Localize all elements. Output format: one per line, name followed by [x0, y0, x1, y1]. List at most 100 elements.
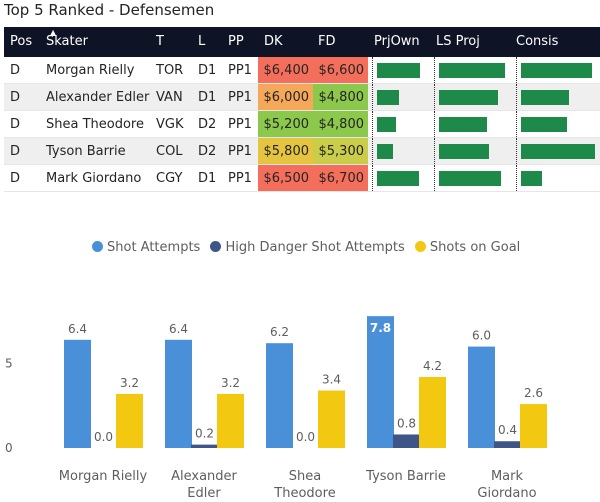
table-row[interactable]: D Alexander Edler VAN D1 PP1 $6,000 $4,800 [4, 84, 600, 111]
cell-line: D1 [198, 90, 217, 105]
header-team[interactable]: T [156, 34, 164, 49]
consis-bar [521, 144, 595, 159]
bar-0-0[interactable] [64, 339, 91, 448]
data-label: 6.4 [169, 322, 188, 336]
bar-1-4[interactable] [494, 441, 521, 448]
bar-1-1[interactable] [191, 444, 218, 448]
cell-lsproj [434, 138, 510, 164]
header-lsproj[interactable]: LS Proj [436, 34, 480, 49]
header-dk[interactable]: DK [264, 34, 283, 49]
cell-pos: D [10, 90, 21, 105]
cell-lsproj [434, 165, 510, 191]
header-skater[interactable]: Skater [46, 34, 88, 49]
lsproj-bar [439, 90, 498, 105]
legend-item-shots-on-goal[interactable]: Shots on Goal [414, 240, 521, 255]
x-tick-label: Giordano [477, 486, 536, 501]
cell-pp: PP1 [228, 144, 252, 159]
data-label: 0.8 [397, 416, 416, 430]
cell-team: CGY [156, 171, 183, 186]
x-tick-label: Edler [187, 486, 221, 501]
lsproj-bar [439, 171, 501, 186]
data-label: 4.2 [423, 359, 442, 373]
legend-dot-icon [92, 241, 103, 252]
cell-pp: PP1 [228, 117, 252, 132]
bar-0-1[interactable] [165, 339, 192, 448]
cell-pp: PP1 [228, 63, 252, 78]
table-row[interactable]: D Morgan Rielly TOR D1 PP1 $6,400 $6,600 [4, 57, 600, 84]
legend-item-high-danger[interactable]: High Danger Shot Attempts [210, 240, 405, 255]
cell-prjown [372, 84, 432, 110]
bar-2-0[interactable] [116, 393, 143, 448]
cell-consis [516, 165, 596, 191]
bar-2-1[interactable] [217, 393, 244, 448]
x-tick-label: Tyson Barrie [365, 469, 446, 484]
cell-fd-salary: $6,700 [313, 165, 368, 191]
cell-skater: Tyson Barrie [46, 144, 126, 159]
sort-ascending-icon: ▲ [50, 28, 57, 37]
legend-label: Shots on Goal [429, 240, 521, 255]
cell-consis [516, 138, 596, 164]
cell-team: COL [156, 144, 183, 159]
prjown-bar [377, 90, 399, 105]
legend-dot-icon [414, 241, 426, 252]
prjown-bar [377, 144, 393, 159]
cell-dk-salary: $6,500 [258, 165, 313, 191]
header-pos[interactable]: Pos [10, 34, 33, 49]
x-tick-label: Mark [491, 469, 524, 484]
table-body: D Morgan Rielly TOR D1 PP1 $6,400 $6,600 D Alexa… [4, 57, 600, 192]
table-row[interactable]: D Shea Theodore VGK D2 PP1 $5,200 $4,800 [4, 111, 600, 138]
cell-consis [516, 111, 596, 137]
legend-dot-icon [210, 241, 222, 252]
x-tick-label: Shea [289, 469, 321, 484]
cell-team: VAN [156, 90, 183, 105]
table-header: Pos ▲ Skater T L PP DK FD PrjOwn LS Proj… [4, 27, 600, 57]
cell-lsproj [434, 84, 510, 110]
cell-fd-salary: $4,800 [313, 84, 368, 110]
prjown-bar [377, 171, 419, 186]
cell-pp: PP1 [228, 171, 252, 186]
cell-consis [516, 57, 596, 83]
x-tick-label: Alexander [171, 469, 237, 484]
cell-dk-salary: $6,400 [258, 57, 313, 83]
cell-skater: Shea Theodore [46, 117, 144, 132]
header-prjown[interactable]: PrjOwn [374, 34, 420, 49]
table-row[interactable]: D Tyson Barrie COL D2 PP1 $5,800 $5,300 [4, 138, 600, 165]
data-label: 3.2 [120, 376, 139, 390]
legend-label: High Danger Shot Attempts [225, 240, 405, 255]
data-label: 3.4 [322, 373, 341, 387]
cell-pos: D [10, 171, 21, 186]
bar-2-2[interactable] [318, 390, 345, 448]
header-fd[interactable]: FD [318, 34, 336, 49]
x-tick-label: Theodore [273, 486, 335, 501]
header-line[interactable]: L [198, 34, 206, 49]
data-label: 3.2 [221, 376, 240, 390]
cell-dk-salary: $5,200 [258, 111, 313, 137]
data-label: 6.0 [472, 329, 491, 343]
cell-pos: D [10, 63, 21, 78]
bar-2-4[interactable] [520, 404, 547, 448]
legend-item-shot-attempts[interactable]: Shot Attempts [92, 240, 200, 255]
cell-team: VGK [156, 117, 184, 132]
table-row[interactable]: D Mark Giordano CGY D1 PP1 $6,500 $6,700 [4, 165, 600, 192]
consis-bar [521, 117, 567, 132]
data-label: 2.6 [524, 386, 543, 400]
cell-skater: Morgan Rielly [46, 63, 135, 78]
header-consis[interactable]: Consis [516, 34, 559, 49]
cell-fd-salary: $5,300 [313, 138, 368, 164]
cell-lsproj [434, 111, 510, 137]
bar-0-4[interactable] [468, 346, 495, 448]
bar-0-3[interactable] [367, 316, 394, 448]
data-label: 0.2 [195, 427, 214, 441]
lsproj-bar [439, 117, 487, 132]
data-label: 7.8 [370, 321, 391, 335]
cell-line: D2 [198, 144, 217, 159]
cell-consis [516, 84, 596, 110]
bar-1-3[interactable] [393, 434, 420, 448]
header-pp[interactable]: PP [228, 34, 244, 49]
bar-0-2[interactable] [266, 343, 293, 448]
bar-2-3[interactable] [419, 377, 446, 448]
cell-prjown [372, 138, 432, 164]
page-title: Top 5 Ranked - Defensemen [4, 1, 215, 19]
cell-prjown [372, 165, 432, 191]
consis-bar [521, 171, 542, 186]
